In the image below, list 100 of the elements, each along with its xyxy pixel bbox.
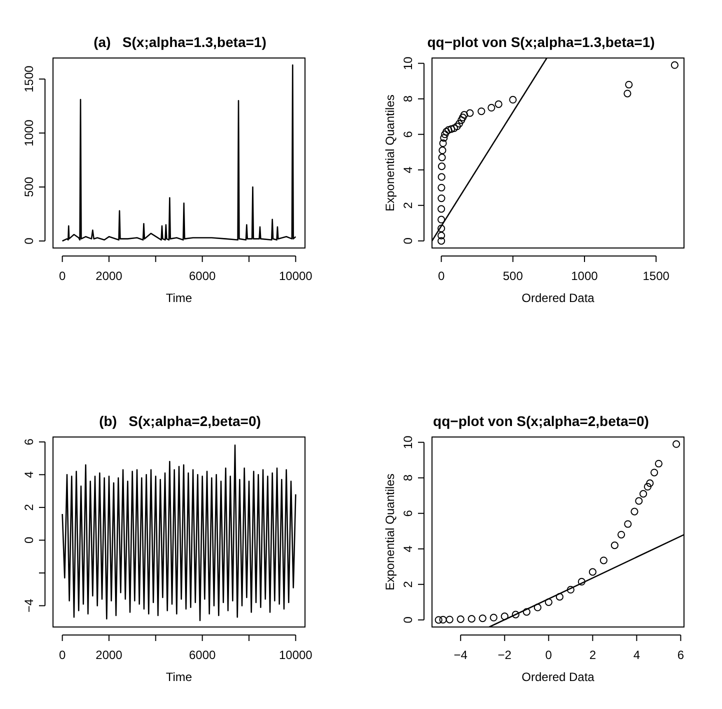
point — [438, 162, 446, 170]
y-tick-label: 0 — [401, 237, 415, 244]
point — [446, 616, 454, 624]
point — [654, 460, 662, 468]
y-tick-label: 4 — [22, 471, 36, 478]
point — [434, 616, 442, 624]
point — [466, 109, 474, 117]
point — [490, 614, 498, 622]
x-tick-label: 2000 — [96, 269, 123, 283]
point — [650, 468, 658, 476]
point — [630, 508, 638, 516]
y-tick-label: 1000 — [22, 119, 36, 146]
x-tick-label: 6000 — [188, 269, 216, 283]
x-axis-title: Ordered Data — [522, 670, 595, 684]
y-tick-label: 10 — [401, 56, 415, 70]
point — [534, 604, 542, 612]
point — [624, 520, 632, 528]
point — [635, 497, 643, 505]
y-tick-label: 0 — [22, 536, 36, 544]
point — [639, 490, 648, 498]
y-tick-label: 0 — [22, 237, 36, 244]
point — [438, 154, 446, 162]
x-tick-label: 10000 — [278, 648, 313, 662]
y-tick-label: 2 — [401, 580, 415, 588]
x-tick-label: 4 — [633, 648, 640, 662]
point — [438, 216, 446, 224]
point — [494, 100, 502, 108]
point — [458, 114, 467, 122]
line-series — [62, 444, 296, 622]
x-tick-label: 1500 — [642, 269, 670, 283]
point — [455, 120, 464, 128]
point — [625, 80, 633, 88]
y-tick-label: 500 — [22, 176, 36, 198]
x-tick-label: 1000 — [571, 269, 598, 283]
x-tick-label: 6000 — [188, 648, 216, 662]
point — [453, 122, 461, 130]
y-tick-label: 1500 — [22, 65, 36, 92]
y-tick-label: 2 — [22, 504, 36, 511]
point — [438, 224, 446, 232]
point — [670, 61, 678, 69]
y-axis-title: Exponential Quantiles — [383, 94, 397, 212]
x-tick-label: 10000 — [278, 269, 313, 283]
y-tick-label: 0 — [401, 616, 415, 624]
x-tick-label: 0 — [545, 648, 552, 662]
point — [556, 593, 564, 601]
point — [544, 598, 552, 606]
y-tick-label: 4 — [401, 545, 415, 552]
x-tick-label: 2000 — [96, 648, 123, 662]
point — [440, 134, 448, 142]
y-tick-label: 2 — [401, 202, 415, 209]
x-tick-label: 0 — [58, 648, 66, 662]
x-tick-label: 6 — [677, 648, 684, 662]
chart-title: qq−plot von S(x;alpha=1.3,beta=1) — [427, 34, 655, 50]
point — [600, 556, 608, 564]
x-axis-title: Ordered Data — [522, 291, 595, 305]
point — [444, 126, 452, 134]
point — [448, 125, 456, 133]
point — [500, 612, 508, 620]
point — [566, 586, 574, 594]
point — [624, 90, 632, 98]
y-tick-label: 4 — [401, 166, 415, 174]
x-axis-title: Time — [166, 291, 192, 305]
point — [438, 173, 446, 181]
x-axis-title: Time — [166, 670, 192, 684]
x-tick-label: 0 — [438, 269, 445, 283]
point — [438, 237, 446, 245]
y-tick-label: 8 — [401, 95, 415, 102]
point — [438, 205, 446, 213]
point — [522, 608, 530, 616]
point — [512, 610, 520, 618]
x-tick-label: 500 — [502, 269, 524, 283]
y-tick-label: −4 — [22, 598, 36, 613]
y-tick-label: 10 — [401, 435, 415, 450]
point — [509, 96, 517, 104]
point — [578, 578, 586, 586]
point — [488, 104, 496, 112]
point — [450, 124, 458, 132]
chart-title: (a) S(x;alpha=1.3,beta=1) — [94, 34, 266, 50]
y-tick-label: 6 — [22, 438, 36, 446]
y-tick-label: 6 — [401, 510, 415, 517]
y-axis-title: Exponential Quantiles — [383, 474, 397, 590]
point — [456, 615, 464, 623]
point — [438, 232, 446, 240]
y-tick-label: 8 — [401, 474, 415, 482]
x-tick-label: −4 — [454, 648, 468, 662]
point — [617, 530, 626, 538]
point — [644, 482, 652, 491]
point — [438, 184, 446, 192]
x-tick-label: 0 — [58, 269, 66, 283]
point — [610, 542, 618, 550]
point — [439, 139, 447, 148]
y-tick-label: 6 — [401, 130, 415, 138]
point — [478, 107, 486, 116]
point — [460, 111, 468, 119]
point — [439, 616, 447, 624]
point — [441, 130, 449, 138]
line-series — [62, 64, 296, 242]
chart-title: (b) S(x;alpha=2,beta=0) — [99, 413, 261, 429]
point — [588, 568, 596, 576]
point — [458, 116, 466, 124]
